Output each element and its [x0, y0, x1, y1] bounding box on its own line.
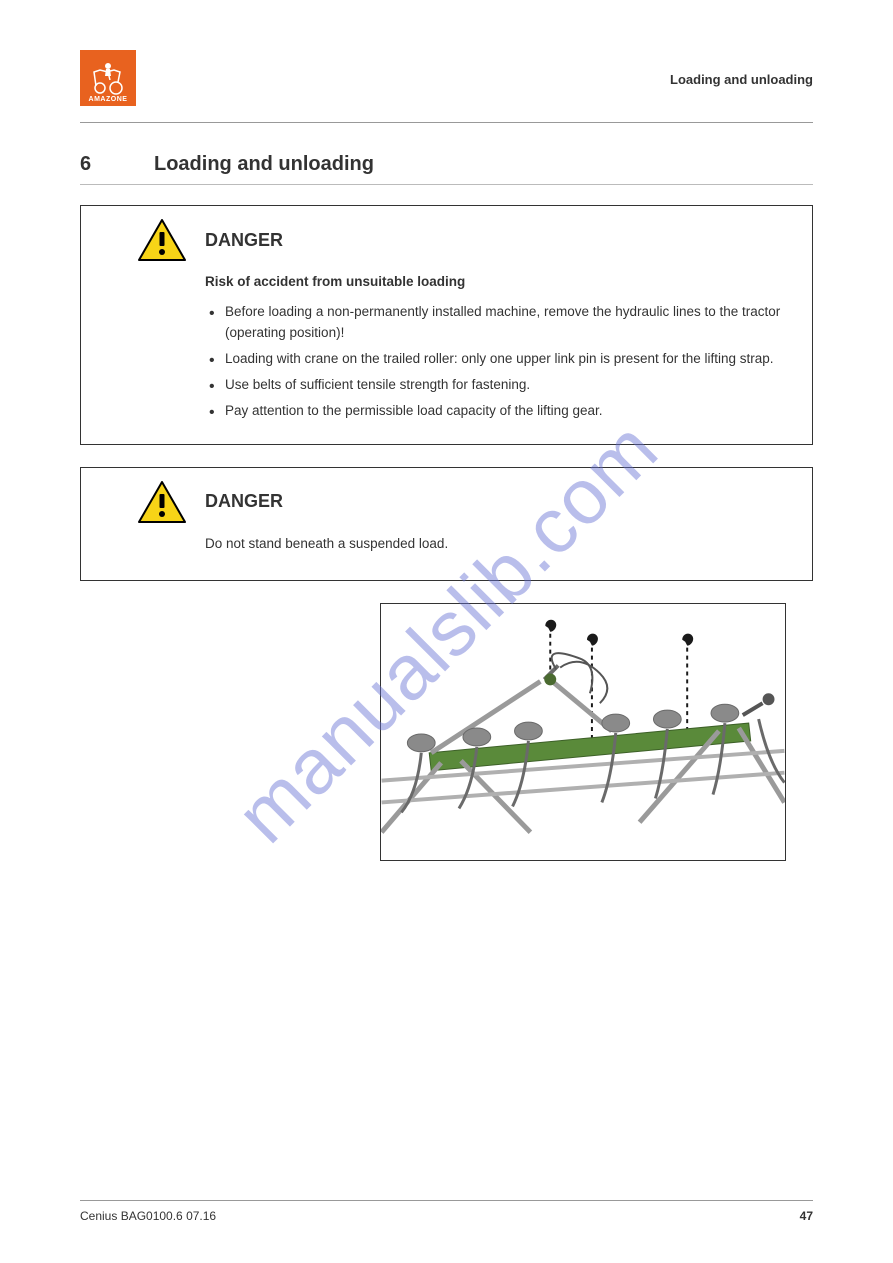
header-divider: [80, 122, 813, 123]
danger-title-2: DANGER: [205, 491, 283, 512]
danger-item: Before loading a non-permanently install…: [205, 302, 796, 343]
danger-item: Pay attention to the permissible load ca…: [205, 401, 796, 421]
section-title: Loading and unloading: [154, 153, 374, 176]
danger-title-1: DANGER: [205, 230, 283, 251]
danger-text-2: Do not stand beneath a suspended load.: [205, 534, 796, 554]
danger-item: Loading with crane on the trailed roller…: [205, 349, 796, 369]
page-footer: Cenius BAG0100.6 07.16 47: [80, 1200, 813, 1223]
warning-triangle-icon: [137, 480, 187, 524]
section-number: 6: [80, 153, 154, 176]
danger-box-1: DANGER Risk of accident from unsuitable …: [80, 205, 813, 445]
footer-divider: [80, 1200, 813, 1201]
warning-triangle-icon: [137, 218, 187, 262]
footer-doc-id: Cenius BAG0100.6 07.16: [80, 1209, 216, 1223]
hook-icon: [682, 633, 693, 730]
logo-brand-text: AMAZONE: [80, 96, 136, 103]
section-divider: [80, 184, 813, 185]
brand-logo: AMAZONE: [80, 50, 136, 106]
footer-page-number: 47: [800, 1209, 813, 1223]
danger-list-1: Before loading a non-permanently install…: [205, 302, 796, 421]
logo-illustration: [88, 58, 128, 98]
danger-intro-1: Risk of accident from unsuitable loading: [205, 272, 796, 292]
page-header-section: Loading and unloading: [670, 72, 813, 87]
figure-row: [80, 603, 813, 861]
machine-figure: [380, 603, 786, 861]
machine-illustration: [381, 604, 785, 860]
section-heading: 6 Loading and unloading: [80, 153, 813, 176]
danger-item: Use belts of sufficient tensile strength…: [205, 375, 796, 395]
danger-box-2: DANGER Do not stand beneath a suspended …: [80, 467, 813, 581]
